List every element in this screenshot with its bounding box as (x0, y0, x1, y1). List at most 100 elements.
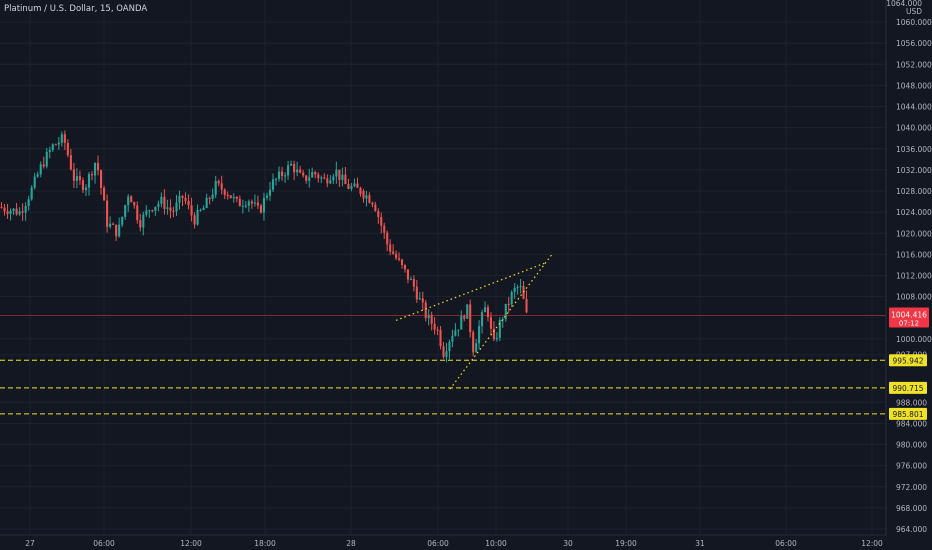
candle-body (344, 174, 347, 185)
axis-unit-label: USD (905, 7, 922, 16)
candle (344, 166, 347, 185)
candle-body (274, 178, 278, 180)
candle-body (463, 315, 466, 319)
candle-body (154, 206, 157, 211)
candle-body (36, 174, 39, 177)
candle-body (172, 210, 175, 212)
candle (21, 203, 24, 221)
y-tick-label: 988.000 (896, 398, 927, 407)
candle (451, 329, 454, 348)
candle (72, 162, 75, 189)
candle-body (466, 304, 469, 319)
candle-body (145, 210, 148, 215)
candle-body (54, 144, 57, 146)
candle-body (475, 343, 478, 353)
candle (124, 204, 127, 220)
candle (525, 290, 528, 314)
candle (448, 339, 451, 360)
candle-body (445, 351, 448, 357)
candle (211, 188, 214, 202)
candle-body (356, 183, 359, 188)
horizontal-levels (0, 315, 886, 415)
candle-body (469, 304, 472, 333)
candle-body (256, 202, 259, 206)
candle (69, 148, 72, 171)
candle (175, 194, 178, 216)
candle-body (0, 206, 3, 208)
candle (501, 316, 504, 328)
candle (193, 212, 196, 229)
candle (118, 217, 121, 238)
candle (75, 168, 78, 189)
candle-body (151, 210, 154, 212)
candle-body (481, 312, 484, 327)
candle (181, 195, 184, 207)
time-axis[interactable]: 27 06:00 12:00 18:00 28 06:00 10:00 30 19:00 31 06… (25, 539, 883, 548)
candle-body (415, 286, 418, 300)
candle-body (118, 224, 121, 237)
candle-body (33, 176, 36, 188)
axis-top-value: 1064.000 (886, 0, 922, 8)
candle-body (486, 307, 490, 318)
candle-body (208, 197, 211, 199)
candle-body (9, 210, 12, 214)
candle (130, 195, 133, 203)
x-tick-label: 27 (25, 539, 35, 548)
candle (106, 194, 109, 233)
candle-body (433, 323, 436, 330)
candle (157, 200, 160, 212)
candle-body (284, 175, 287, 177)
candle-body (451, 335, 454, 342)
y-tick-label: 1052.000 (896, 60, 932, 69)
candle (362, 188, 365, 203)
candle-body (109, 223, 112, 227)
candle (510, 290, 513, 308)
candle (63, 130, 66, 151)
candle-body (244, 205, 247, 207)
candle (359, 186, 362, 197)
candle-body (389, 244, 392, 252)
candle (504, 303, 507, 322)
candle-body (296, 169, 299, 173)
candle-body (84, 187, 88, 191)
candle-body (277, 171, 281, 179)
wedge-line (449, 254, 553, 390)
candle (223, 188, 226, 200)
candle (317, 172, 320, 183)
candle (256, 195, 259, 209)
candle (430, 311, 433, 331)
candle-body (181, 195, 184, 198)
candle (163, 189, 166, 215)
candle (460, 310, 463, 330)
x-tick-label: 18:00 (254, 539, 276, 548)
candle (386, 230, 389, 252)
candle-body (326, 178, 329, 184)
candle-body (320, 177, 323, 179)
grid (0, 0, 886, 535)
price-axis[interactable]: 1060.000 1056.000 1052.000 1048.000 1044.000… (896, 18, 932, 534)
candle-body (371, 202, 374, 205)
y-tick-label: 1040.000 (896, 124, 932, 133)
candle-body (193, 215, 196, 225)
candle (478, 320, 481, 350)
candle (15, 203, 18, 216)
candle (326, 174, 329, 188)
candle-body (498, 320, 501, 338)
candle-body (442, 346, 445, 357)
wedge-trendlines (395, 254, 553, 390)
candle (112, 222, 115, 226)
price-label-bg (889, 307, 929, 328)
candle-body (45, 151, 48, 167)
candle (12, 208, 15, 216)
candle (350, 183, 353, 192)
candle (115, 224, 118, 241)
candle-body (133, 202, 136, 206)
candle-body (142, 214, 145, 228)
candle-body (436, 329, 439, 331)
y-tick-label: 976.000 (896, 462, 927, 471)
level-label-bg (889, 407, 927, 420)
candle (400, 258, 404, 269)
candle (166, 199, 169, 215)
candle-body (166, 207, 169, 209)
